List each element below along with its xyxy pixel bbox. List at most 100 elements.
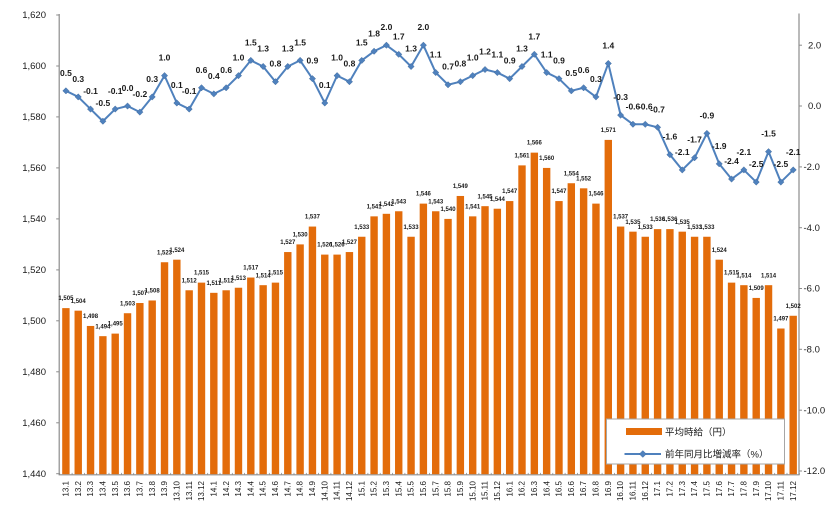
svg-text:0.6: 0.6	[220, 65, 232, 75]
svg-text:-0.1: -0.1	[182, 86, 197, 96]
svg-text:1,566: 1,566	[527, 141, 543, 147]
svg-text:1,495: 1,495	[108, 322, 124, 328]
svg-text:1,440: 1,440	[22, 469, 46, 480]
svg-text:13.8: 13.8	[148, 480, 157, 496]
svg-text:17.6: 17.6	[715, 480, 724, 496]
svg-text:0.6: 0.6	[196, 65, 208, 75]
svg-text:1.0: 1.0	[159, 53, 171, 63]
svg-text:1,508: 1,508	[145, 289, 161, 295]
svg-text:14.9: 14.9	[308, 480, 317, 496]
svg-text:2.0: 2.0	[808, 40, 821, 51]
svg-text:1,541: 1,541	[367, 204, 383, 210]
svg-text:1,552: 1,552	[576, 176, 592, 182]
svg-text:-1.7: -1.7	[687, 135, 702, 145]
svg-text:1,512: 1,512	[219, 278, 235, 284]
svg-text:1,544: 1,544	[490, 197, 506, 203]
svg-text:15.2: 15.2	[370, 480, 379, 496]
svg-text:1.0: 1.0	[467, 53, 479, 63]
svg-text:-6.0: -6.0	[804, 284, 820, 295]
svg-text:-1.6: -1.6	[663, 132, 678, 142]
svg-text:1,530: 1,530	[293, 233, 309, 239]
svg-text:1,537: 1,537	[613, 215, 629, 221]
svg-text:15.9: 15.9	[456, 480, 465, 496]
svg-text:0.9: 0.9	[553, 56, 565, 66]
svg-text:1,512: 1,512	[182, 278, 198, 284]
svg-text:0.3: 0.3	[590, 74, 602, 84]
svg-text:16.12: 16.12	[641, 480, 650, 501]
svg-text:1.7: 1.7	[393, 31, 405, 41]
svg-text:0.1: 0.1	[319, 80, 331, 90]
svg-text:1,526: 1,526	[330, 243, 346, 249]
svg-text:1,513: 1,513	[231, 276, 247, 282]
svg-text:15.6: 15.6	[419, 480, 428, 496]
svg-text:0.7: 0.7	[442, 62, 454, 72]
svg-text:0.9: 0.9	[307, 56, 319, 66]
svg-text:16.3: 16.3	[530, 480, 539, 496]
svg-text:-0.6: -0.6	[626, 101, 641, 111]
svg-text:1.1: 1.1	[541, 50, 553, 60]
svg-text:13.11: 13.11	[185, 480, 194, 500]
svg-text:1,540: 1,540	[22, 214, 46, 225]
svg-text:1.1: 1.1	[491, 50, 503, 60]
svg-text:1,503: 1,503	[120, 301, 136, 307]
svg-text:17.3: 17.3	[678, 480, 687, 496]
svg-text:17.9: 17.9	[752, 480, 761, 496]
svg-text:1.4: 1.4	[602, 40, 614, 50]
svg-text:15.12: 15.12	[493, 480, 502, 501]
svg-text:1.5: 1.5	[245, 37, 257, 47]
svg-text:13.4: 13.4	[98, 480, 107, 496]
svg-text:17.7: 17.7	[727, 480, 736, 496]
svg-text:1.3: 1.3	[257, 43, 269, 53]
svg-text:-0.5: -0.5	[96, 98, 111, 108]
svg-text:1,515: 1,515	[724, 271, 740, 277]
svg-text:1.5: 1.5	[294, 37, 306, 47]
svg-text:1,500: 1,500	[22, 316, 46, 327]
svg-text:-2.0: -2.0	[804, 162, 820, 173]
svg-text:1,502: 1,502	[786, 304, 802, 310]
svg-text:15.7: 15.7	[431, 480, 440, 496]
svg-text:14.2: 14.2	[222, 480, 231, 496]
svg-text:0.8: 0.8	[344, 59, 356, 69]
svg-text:17.4: 17.4	[690, 480, 699, 496]
svg-text:0.5: 0.5	[565, 68, 577, 78]
svg-text:平均時給（円）: 平均時給（円）	[665, 427, 732, 439]
svg-text:16.4: 16.4	[542, 480, 551, 496]
svg-text:17.11: 17.11	[776, 480, 785, 500]
svg-text:13.5: 13.5	[111, 480, 120, 496]
svg-text:15.3: 15.3	[382, 480, 391, 496]
svg-text:1,543: 1,543	[391, 199, 407, 205]
svg-text:-0.1: -0.1	[108, 86, 123, 96]
svg-text:1,480: 1,480	[22, 367, 46, 378]
svg-text:1,547: 1,547	[551, 189, 567, 195]
svg-text:1.3: 1.3	[516, 43, 528, 53]
svg-text:0.3: 0.3	[72, 74, 84, 84]
svg-text:14.8: 14.8	[296, 480, 305, 496]
svg-text:15.8: 15.8	[444, 480, 453, 496]
svg-text:1,533: 1,533	[699, 225, 715, 231]
svg-text:1,533: 1,533	[404, 225, 420, 231]
svg-text:1,507: 1,507	[132, 291, 148, 297]
svg-text:1.3: 1.3	[405, 43, 417, 53]
svg-text:16.9: 16.9	[604, 480, 613, 496]
svg-text:0.6: 0.6	[578, 65, 590, 75]
svg-text:17.10: 17.10	[764, 480, 773, 501]
svg-text:0.8: 0.8	[270, 59, 282, 69]
svg-text:1,546: 1,546	[416, 192, 432, 198]
svg-text:1,537: 1,537	[305, 215, 321, 221]
svg-text:-8.0: -8.0	[804, 345, 820, 356]
svg-text:-0.3: -0.3	[613, 92, 628, 102]
svg-text:-0.1: -0.1	[83, 86, 98, 96]
svg-text:2.0: 2.0	[380, 22, 392, 32]
svg-text:-2.5: -2.5	[749, 159, 764, 169]
svg-text:1,533: 1,533	[354, 225, 370, 231]
svg-text:1,511: 1,511	[206, 281, 221, 287]
svg-text:15.1: 15.1	[357, 480, 366, 496]
svg-text:17.1: 17.1	[653, 480, 662, 496]
svg-text:17.12: 17.12	[789, 480, 798, 501]
svg-text:16.6: 16.6	[567, 480, 576, 496]
svg-text:0.5: 0.5	[60, 68, 72, 78]
svg-text:1,543: 1,543	[428, 199, 444, 205]
svg-text:1,535: 1,535	[625, 220, 641, 226]
svg-text:16.11: 16.11	[629, 480, 638, 500]
svg-text:1,600: 1,600	[22, 61, 46, 72]
